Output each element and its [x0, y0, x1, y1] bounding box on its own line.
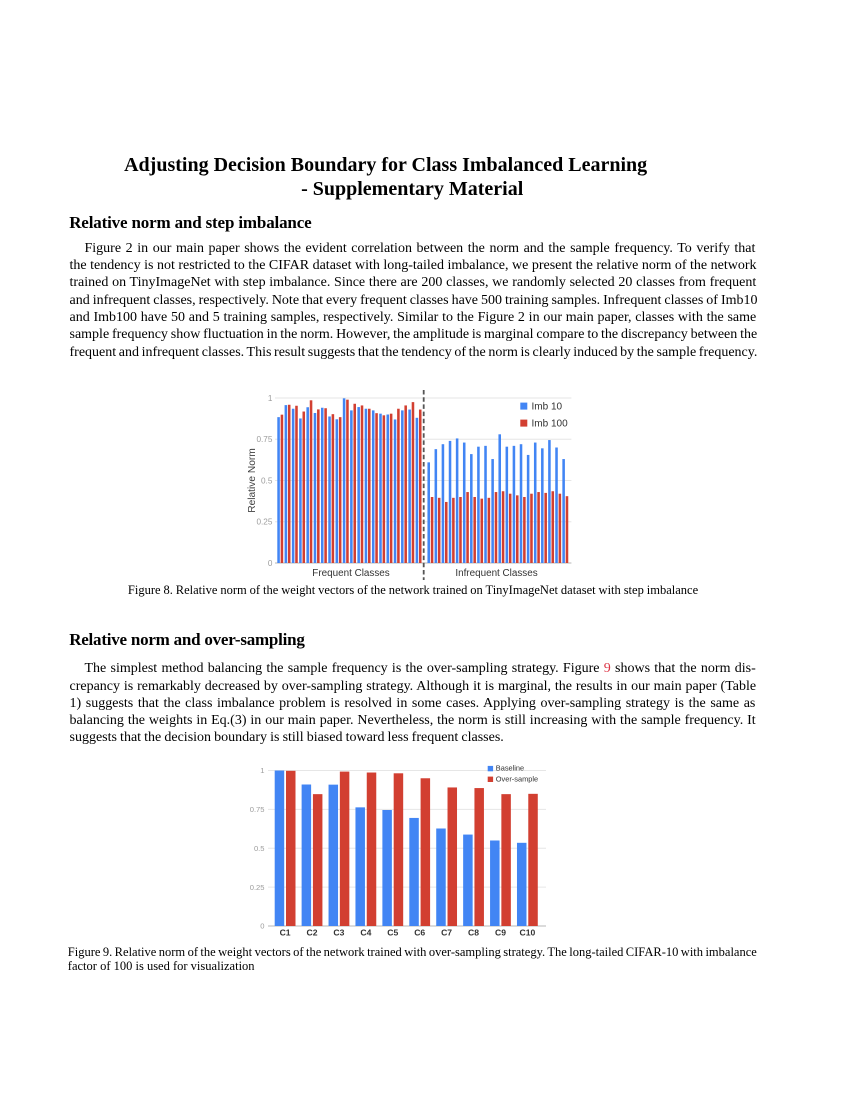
svg-text:0: 0: [268, 559, 273, 568]
svg-text:C6: C6: [414, 928, 425, 938]
svg-text:C10: C10: [520, 928, 536, 938]
svg-text:Frequent Classes: Frequent Classes: [312, 568, 389, 579]
svg-text:0.25: 0.25: [256, 518, 272, 527]
svg-text:C1: C1: [280, 928, 291, 938]
svg-text:C8: C8: [468, 928, 479, 938]
svg-text:1: 1: [268, 394, 273, 403]
svg-text:Baseline: Baseline: [496, 764, 524, 773]
svg-text:1: 1: [260, 766, 264, 775]
svg-text:0.5: 0.5: [254, 844, 265, 853]
svg-text:0.25: 0.25: [250, 883, 265, 892]
svg-text:Over-sample: Over-sample: [496, 774, 538, 783]
svg-text:C5: C5: [387, 928, 398, 938]
svg-text:0: 0: [260, 922, 264, 931]
svg-text:C9: C9: [495, 928, 506, 938]
svg-text:C3: C3: [333, 928, 344, 938]
svg-text:0.5: 0.5: [261, 476, 273, 485]
svg-text:C2: C2: [307, 928, 318, 938]
svg-text:Relative Norm: Relative Norm: [247, 448, 258, 513]
svg-text:Infrequent Classes: Infrequent Classes: [455, 568, 537, 579]
svg-text:Imb 10: Imb 10: [532, 402, 563, 413]
svg-text:0.75: 0.75: [250, 805, 265, 814]
svg-text:0.75: 0.75: [256, 435, 272, 444]
svg-text:Imb 100: Imb 100: [532, 419, 569, 430]
svg-text:C7: C7: [441, 928, 452, 938]
svg-text:C4: C4: [360, 928, 371, 938]
